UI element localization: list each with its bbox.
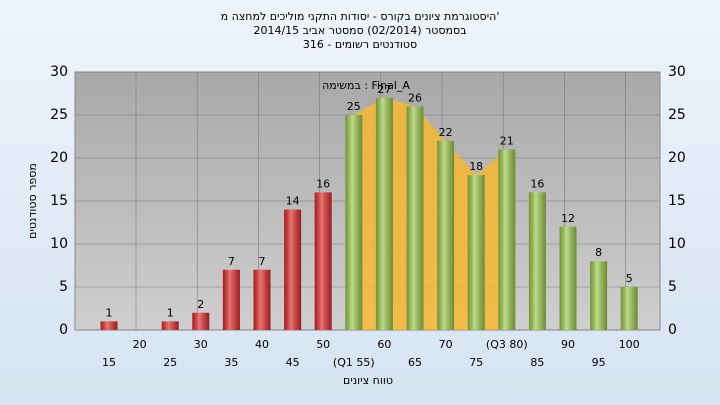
bar-shine	[375, 97, 393, 330]
data-label: 8	[595, 246, 602, 259]
y2-tick-label: 15	[668, 193, 686, 209]
x-tick-label: 20	[133, 338, 147, 351]
data-label: 22	[439, 126, 453, 139]
bar-shine	[559, 226, 577, 330]
y-tick-label: 25	[50, 107, 68, 123]
bar-shine	[100, 321, 118, 330]
data-label: 5	[626, 272, 633, 285]
x-tick-label: 35	[224, 356, 238, 369]
bar-shine	[314, 192, 332, 330]
x-tick-label: (Q3 80)	[486, 338, 528, 351]
data-label: 2	[197, 298, 204, 311]
chart-title: היסטוגרמת ציונים בקורס - יסודות התקני מו…	[221, 10, 500, 23]
data-label: 16	[530, 177, 544, 190]
bar-shine	[528, 192, 546, 330]
bar-shine	[253, 269, 271, 330]
data-label: 12	[561, 212, 575, 225]
x-tick-label: 70	[439, 338, 453, 351]
x-tick-label: 30	[194, 338, 208, 351]
x-tick-label: 25	[163, 356, 177, 369]
bar-shine	[192, 312, 210, 330]
bar-shine	[437, 140, 455, 330]
y2-tick-label: 25	[668, 107, 686, 123]
bar-shine	[161, 321, 179, 330]
y2-tick-label: 10	[668, 236, 686, 252]
bar-shine	[222, 269, 240, 330]
data-label: 14	[286, 195, 300, 208]
y-axis-label: מספר סטודנטים	[26, 163, 39, 239]
x-tick-label: 60	[377, 338, 391, 351]
y-tick-label: 30	[50, 64, 68, 80]
data-label: 27	[377, 83, 391, 96]
x-tick-label: 45	[286, 356, 300, 369]
bar-shine	[284, 209, 302, 330]
y2-tick-label: 20	[668, 150, 686, 166]
x-tick-label: 75	[469, 356, 483, 369]
x-tick-label: (Q1 55)	[333, 356, 375, 369]
chart-subtitle: בסמסטר (02/2014) סמסטר אביב 2014/15	[253, 24, 466, 37]
x-tick-label: 50	[316, 338, 330, 351]
x-tick-label: 100	[619, 338, 640, 351]
x-tick-label: 95	[592, 356, 606, 369]
x-tick-label: 15	[102, 356, 116, 369]
data-label: 26	[408, 91, 422, 104]
chart-subtitle: סטודנטים רשומים - 316	[303, 38, 417, 51]
y2-tick-label: 30	[668, 64, 686, 80]
y-tick-label: 0	[59, 322, 68, 338]
x-tick-label: 85	[530, 356, 544, 369]
y-tick-label: 10	[50, 236, 68, 252]
bar-shine	[467, 175, 485, 330]
x-axis-label: טווח ציונים	[343, 374, 393, 387]
data-label: 18	[469, 160, 483, 173]
x-tick-label: 40	[255, 338, 269, 351]
data-label: 16	[316, 177, 330, 190]
x-tick-label: 90	[561, 338, 575, 351]
data-label: 25	[347, 100, 361, 113]
x-tick-label: 65	[408, 356, 422, 369]
data-label: 1	[106, 306, 113, 319]
bar-shine	[345, 115, 363, 330]
bar-shine	[406, 106, 424, 331]
data-label: 7	[228, 255, 235, 268]
y2-tick-label: 5	[668, 279, 677, 295]
data-label: 7	[259, 255, 266, 268]
bar-shine	[620, 287, 638, 330]
y-tick-label: 15	[50, 193, 68, 209]
y-tick-label: 5	[59, 279, 68, 295]
data-label: 21	[500, 134, 514, 147]
bar-shine	[498, 149, 516, 330]
annotation: במשימה : Final_A	[322, 79, 410, 92]
y-tick-label: 20	[50, 150, 68, 166]
y2-tick-label: 0	[668, 322, 677, 338]
bar-shine	[590, 261, 608, 330]
data-label: 1	[167, 306, 174, 319]
